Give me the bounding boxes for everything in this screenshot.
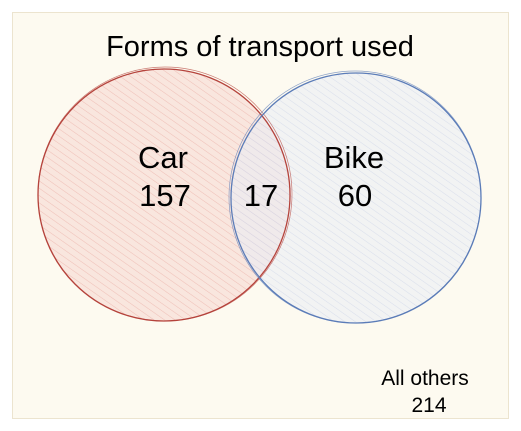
- car-only-count: 157: [139, 178, 191, 213]
- car-label: Car: [138, 140, 188, 175]
- car-circle-hatch: [38, 69, 290, 321]
- car-circle-outline-sketch: [37, 66, 293, 322]
- bike-only-count: 60: [338, 178, 372, 213]
- bike-circle-hatch: [231, 73, 481, 323]
- outside-count: 214: [411, 394, 446, 417]
- outside-label: All others: [381, 367, 469, 390]
- intersection-count: 17: [244, 178, 278, 213]
- diagram-title: Forms of transport used: [106, 31, 414, 63]
- bike-label: Bike: [324, 140, 384, 175]
- bike-circle-outline-sketch: [228, 70, 482, 324]
